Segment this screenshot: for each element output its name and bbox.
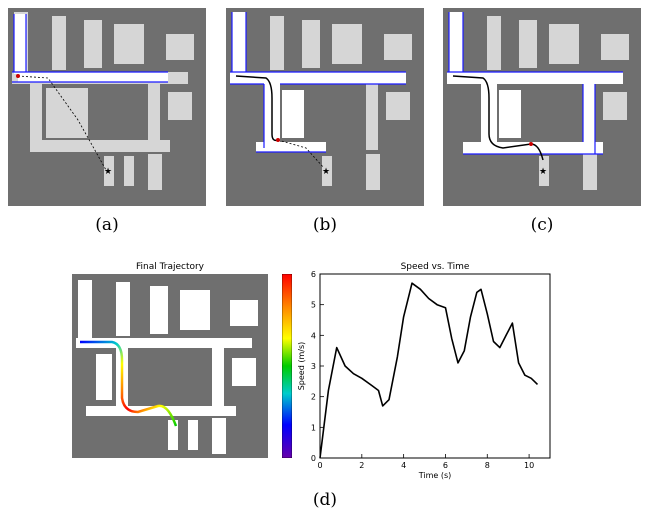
room-bottom-1 [104,156,114,186]
room-top-2 [302,20,320,68]
room-top-1 [270,16,284,70]
explored-top [447,72,623,84]
frontier-line [447,12,623,155]
final-trajectory-panel [72,274,268,458]
goal-marker: ★ [322,167,330,177]
speed-series-line [319,282,539,459]
y-tick-label: 1 [311,423,316,432]
corridor-right [212,348,224,414]
x-axis-label: Time (s) [418,471,452,480]
room-bottom-1 [322,156,332,186]
room-top-3 [332,24,362,64]
room-top-1 [52,16,66,70]
room-top-3 [180,290,210,330]
chart-title: Speed vs. Time [400,262,470,272]
explored-room [499,90,521,138]
label-b: (b) [312,215,338,235]
colorbar [282,274,292,458]
explored-corridor [18,72,168,82]
colored-trajectory [80,340,178,427]
corridor-right [148,84,160,150]
room-right-2 [232,358,256,386]
room-right-1 [384,34,412,60]
room-center [96,354,112,400]
room-right-2 [168,92,192,120]
room-right-1 [601,34,629,60]
frontier-line [12,14,168,83]
y-tick-label: 6 [311,270,316,279]
room-right-1 [230,300,258,326]
map-b: ★ [226,8,424,206]
explored-right [583,84,595,150]
corridor-top [76,338,252,348]
room-top-1 [116,282,130,336]
y-tick-label: 2 [311,393,316,402]
y-tick-label: 0 [311,454,316,463]
corridor-left [78,280,92,340]
room-right-2 [603,92,627,120]
x-tick-label: 0 [317,461,322,470]
planned-path [277,139,325,169]
room-bottom-1 [168,420,178,450]
x-tick-label: 8 [485,461,490,470]
goal-marker: ★ [539,167,547,177]
room-bottom-1 [539,156,549,186]
y-tick-label: 3 [311,362,316,371]
panel-c: ★ [443,8,641,206]
room-center [46,88,88,138]
room-top-1 [487,16,501,70]
robot-marker [16,74,20,78]
trajectory [452,75,544,161]
explored-bottom [463,142,603,154]
panel-a: ★ [8,8,206,206]
plot-area [319,273,551,459]
explored-left [232,12,246,72]
room-top-3 [114,24,144,64]
room-top-2 [519,20,537,68]
map-c: ★ [443,8,641,206]
goal-marker: ★ [104,167,112,177]
room-top-3 [549,24,579,64]
colorbar-gradient [282,274,292,458]
x-tick-label: 10 [524,461,534,470]
room-bottom-2 [188,420,198,450]
corridor-bottom [86,406,236,416]
label-c: (c) [530,215,554,235]
final-trajectory-title: Final Trajectory [135,262,205,272]
panel-b: ★ [226,8,424,206]
y-tick-label: 4 [311,331,316,340]
x-tick-label: 6 [443,461,448,470]
final-trajectory-map [72,274,268,458]
room-bottom-3 [583,154,597,190]
room-bottom-2 [124,156,134,186]
explored-top [230,72,406,84]
label-d: (d) [312,490,338,510]
corridor-vertical [30,84,42,150]
trajectory [235,75,279,142]
room-bottom-3 [366,154,380,190]
room-top-2 [84,20,102,68]
room-right-2 [386,92,410,120]
explored-room [282,90,304,138]
room-top-2 [150,286,168,334]
corridor-bottom [30,140,170,152]
room-bottom-3 [148,154,162,190]
explored-left [449,12,463,72]
map-a: ★ [8,8,206,206]
x-tick-label: 2 [359,461,364,470]
room-bottom-3 [212,418,226,454]
explored-bottom [256,142,326,152]
frontier-line [230,12,406,153]
x-tick-label: 4 [401,461,406,470]
label-a: (a) [95,215,119,235]
robot-marker [529,142,533,146]
y-tick-label: 5 [311,301,316,310]
corridor-right [366,84,378,150]
room-right-1 [166,34,194,60]
robot-marker [276,138,280,142]
explored-area [14,14,26,74]
y-axis-label: Speed (m/s) [297,342,306,391]
